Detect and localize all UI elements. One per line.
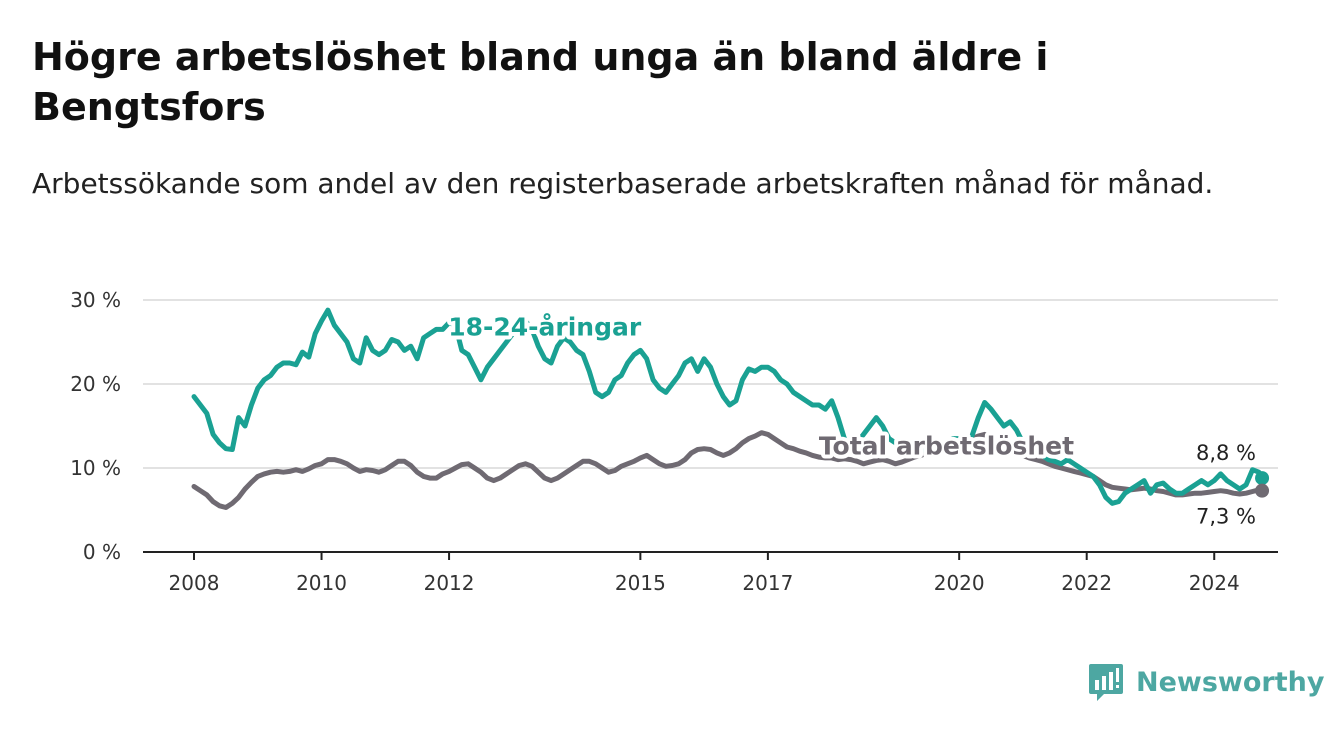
series-inline-labels: 18-24-åringar Total arbetslöshet — [444, 308, 1078, 464]
x-tick-label: 2020 — [934, 571, 985, 595]
series-lines — [191, 307, 1265, 510]
y-tick-label: 20 % — [70, 372, 121, 396]
y-gridlines — [143, 299, 1278, 469]
x-tick-label: 2010 — [296, 571, 347, 595]
series-end-markers: 8,8 % 7,3 % — [1196, 441, 1270, 529]
end-label-total: 7,3 % — [1196, 505, 1256, 529]
y-axis-tick-labels: 0 % 10 % 20 % 30 % — [70, 288, 121, 564]
end-marker-youth — [1255, 471, 1270, 486]
x-tick-label: 2012 — [424, 571, 475, 595]
series-line-total — [191, 430, 1265, 510]
series-label-youth: 18-24-åringar — [448, 312, 642, 341]
series-label-total: Total arbetslöshet — [819, 432, 1074, 461]
newsworthy-logo-icon — [1089, 664, 1123, 701]
chart-title: Högre arbetslöshet bland unga än bland ä… — [32, 35, 1049, 129]
x-tick-label: 2022 — [1061, 571, 1112, 595]
x-tick-label: 2008 — [169, 571, 220, 595]
y-tick-label: 0 % — [83, 540, 121, 564]
end-label-youth: 8,8 % — [1196, 441, 1256, 465]
chart-subtitle: Arbetssökande som andel av den registerb… — [32, 167, 1214, 200]
series-line-youth — [191, 307, 1265, 506]
x-axis: 2008 2010 2012 2015 2017 2020 2022 2024 — [143, 551, 1278, 595]
x-tick-label: 2024 — [1189, 571, 1240, 595]
y-tick-label: 30 % — [70, 288, 121, 312]
newsworthy-logo: Newsworthy — [1088, 660, 1324, 704]
line-chart: 0 % 10 % 20 % 30 % 2008 2010 2012 2015 2017 2020… — [70, 288, 1278, 595]
y-tick-label: 10 % — [70, 456, 121, 480]
end-marker-total — [1255, 483, 1270, 498]
newsworthy-logo-text: Newsworthy — [1136, 666, 1325, 698]
x-tick-label: 2017 — [742, 571, 793, 595]
x-tick-label: 2015 — [615, 571, 666, 595]
